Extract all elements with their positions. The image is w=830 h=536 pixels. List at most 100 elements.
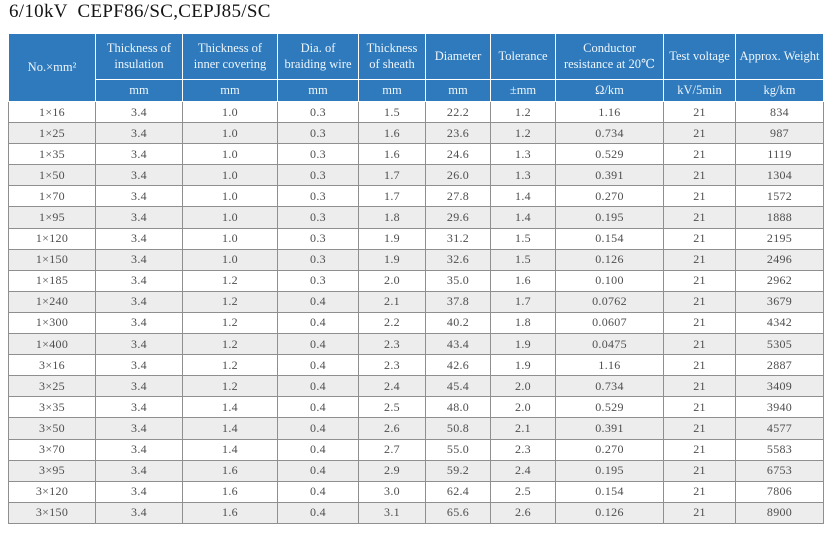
cell-value: 3.4 — [95, 143, 183, 166]
cell-value: 50.8 — [425, 417, 491, 440]
cell-value: 3.4 — [95, 459, 183, 482]
cell-value: 3.4 — [95, 438, 183, 461]
cell-value: 1.0 — [182, 227, 278, 250]
cell-value: 21 — [663, 227, 736, 250]
cell-value: 1.2 — [182, 311, 278, 335]
column-unit-3: mm — [277, 79, 359, 102]
cell-value: 0.4 — [277, 333, 359, 356]
column-unit-9: kg/km — [735, 79, 824, 102]
cell-value: 1.2 — [182, 269, 278, 292]
column-header-8: Test voltage — [663, 33, 736, 80]
cell-value: 37.8 — [425, 290, 491, 313]
column-unit-7: Ω/km — [555, 79, 664, 102]
cell-value: 24.6 — [425, 143, 491, 166]
cell-value: 4577 — [735, 417, 824, 440]
cell-value: 0.126 — [555, 501, 664, 524]
cell-value: 1.8 — [490, 311, 556, 335]
cell-value: 0.0475 — [555, 333, 664, 356]
cell-value: 21 — [663, 396, 736, 419]
cell-value: 4342 — [735, 311, 824, 335]
cell-value: 2.3 — [490, 438, 556, 461]
cell-value: 0.734 — [555, 375, 664, 398]
cell-value: 21 — [663, 438, 736, 461]
table-row: 3×95 3.4 1.6 0.4 2.9 59.2 2.4 0.195 21 6753 — [8, 459, 824, 482]
cell-value: 1.16 — [555, 100, 664, 124]
cell-value: 3.4 — [95, 100, 183, 124]
cell-value: 2195 — [735, 227, 824, 250]
table-row: 1×150 3.4 1.0 0.3 1.9 32.6 1.5 0.126 21 2496 — [8, 248, 824, 271]
cell-value: 2.1 — [490, 417, 556, 440]
cell-value: 0.154 — [555, 480, 664, 503]
cell-value: 3.1 — [358, 501, 426, 524]
cell-value: 1.0 — [182, 143, 278, 166]
cell-value: 2.6 — [490, 501, 556, 524]
cell-value: 1.4 — [490, 185, 556, 208]
page-title: 6/10kV CEPF86/SC,CEPJ85/SC — [9, 1, 271, 22]
cell-value: 0.3 — [277, 164, 359, 187]
cell-value: 43.4 — [425, 333, 491, 356]
column-header-6: Tolerance — [490, 33, 556, 80]
table-body: 1×16 3.4 1.0 0.3 1.5 22.2 1.2 1.16 21 834 1×25 3.4 1… — [8, 100, 824, 524]
cell-value: 0.3 — [277, 206, 359, 229]
column-unit-4: mm — [358, 79, 426, 102]
cell-value: 1.2 — [182, 333, 278, 356]
cell-value: 1.2 — [182, 290, 278, 313]
cell-value: 2.2 — [358, 311, 426, 335]
cell-conductor-size: 3×120 — [8, 480, 96, 503]
cell-conductor-size: 1×150 — [8, 248, 96, 271]
cell-value: 0.270 — [555, 438, 664, 461]
cell-conductor-size: 1×25 — [8, 122, 96, 145]
cell-value: 0.4 — [277, 396, 359, 419]
cell-value: 3.4 — [95, 501, 183, 524]
column-header-2: Thickness of inner covering — [182, 33, 278, 80]
cell-value: 2.5 — [490, 480, 556, 503]
cell-value: 0.3 — [277, 269, 359, 292]
table-row: 1×400 3.4 1.2 0.4 2.3 43.4 1.9 0.0475 21 5305 — [8, 333, 824, 356]
cell-value: 1.2 — [182, 354, 278, 377]
cell-value: 834 — [735, 100, 824, 124]
cell-value: 1.0 — [182, 248, 278, 271]
cell-value: 62.4 — [425, 480, 491, 503]
cell-value: 1.5 — [490, 227, 556, 250]
cell-value: 0.126 — [555, 248, 664, 271]
table-row: 1×35 3.4 1.0 0.3 1.6 24.6 1.3 0.529 21 1119 — [8, 143, 824, 166]
cell-value: 0.529 — [555, 396, 664, 419]
cell-value: 21 — [663, 375, 736, 398]
cell-value: 1.9 — [358, 248, 426, 271]
cell-value: 42.6 — [425, 354, 491, 377]
cell-value: 21 — [663, 333, 736, 356]
table-row: 3×70 3.4 1.4 0.4 2.7 55.0 2.3 0.270 21 5583 — [8, 438, 824, 461]
cable-spec-table: No.×mm² Thickness of insulation Thickness … — [8, 33, 824, 524]
column-header-7: Conductor resistance at 20℃ — [555, 33, 664, 80]
cell-conductor-size: 1×240 — [8, 290, 96, 313]
column-unit-1: mm — [95, 79, 183, 102]
table-row: 1×120 3.4 1.0 0.3 1.9 31.2 1.5 0.154 21 2195 — [8, 227, 824, 250]
header-unit-row: mm mm mm mm mm ±mm Ω/km kV/5min kg/km — [9, 79, 824, 102]
cell-value: 0.100 — [555, 269, 664, 292]
cell-value: 3.4 — [95, 375, 183, 398]
cell-value: 1.0 — [182, 206, 278, 229]
cell-value: 1.6 — [182, 501, 278, 524]
cell-value: 0.4 — [277, 438, 359, 461]
cell-value: 1.6 — [182, 480, 278, 503]
cell-value: 3.4 — [95, 206, 183, 229]
cell-conductor-size: 1×400 — [8, 333, 96, 356]
table-row: 1×300 3.4 1.2 0.4 2.2 40.2 1.8 0.0607 21 4342 — [8, 311, 824, 335]
cell-value: 31.2 — [425, 227, 491, 250]
cell-value: 1119 — [735, 143, 824, 166]
cell-conductor-size: 3×50 — [8, 417, 96, 440]
table-row: 3×150 3.4 1.6 0.4 3.1 65.6 2.6 0.126 21 8900 — [8, 501, 824, 524]
cell-value: 3.4 — [95, 227, 183, 250]
cell-value: 21 — [663, 164, 736, 187]
cell-conductor-size: 3×16 — [8, 354, 96, 377]
cell-value: 0.3 — [277, 248, 359, 271]
cell-value: 8900 — [735, 501, 824, 524]
cell-value: 1.0 — [182, 100, 278, 124]
cell-value: 2.3 — [358, 354, 426, 377]
table-row: 1×95 3.4 1.0 0.3 1.8 29.6 1.4 0.195 21 1888 — [8, 206, 824, 229]
cell-value: 2.6 — [358, 417, 426, 440]
cell-value: 0.3 — [277, 100, 359, 124]
cell-value: 3409 — [735, 375, 824, 398]
cell-value: 0.391 — [555, 417, 664, 440]
cell-value: 2.0 — [490, 396, 556, 419]
